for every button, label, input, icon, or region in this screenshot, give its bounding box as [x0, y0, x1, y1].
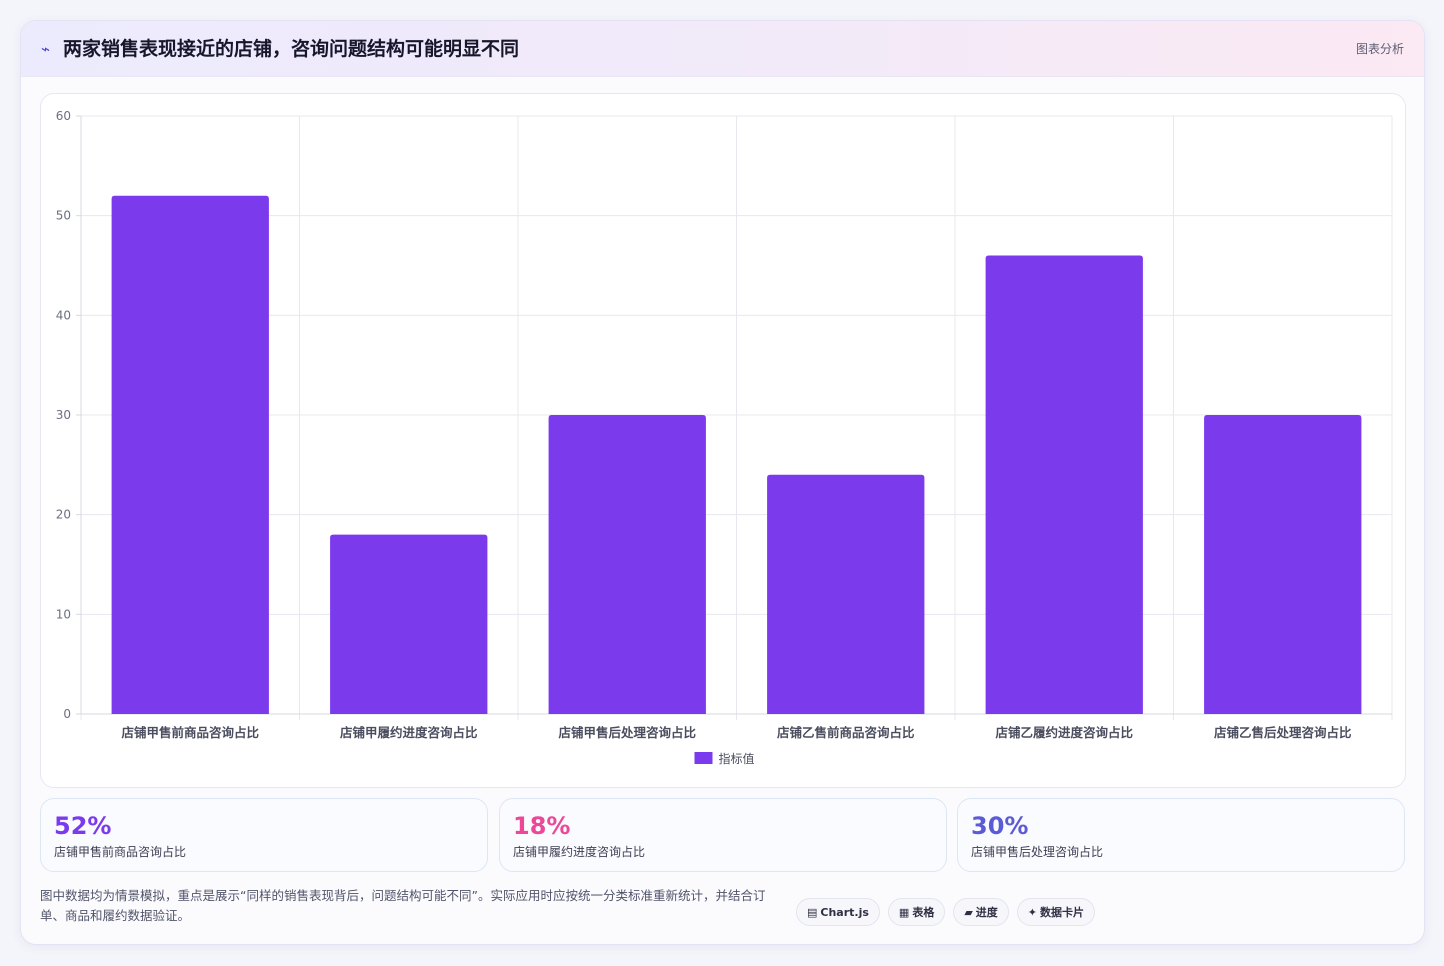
- chip-progress[interactable]: ▰ 进度: [953, 898, 1009, 926]
- y-tick-label: 50: [56, 209, 71, 223]
- y-tick-label: 10: [56, 607, 71, 621]
- stat-card-1: 52% 店铺甲售前商品咨询占比: [40, 798, 488, 872]
- y-tick-label: 30: [56, 408, 71, 422]
- chart-line-icon: ⌁: [41, 40, 51, 58]
- x-category-label: 店铺乙履约进度咨询占比: [995, 725, 1133, 740]
- x-category-label: 店铺乙售前商品咨询占比: [777, 725, 915, 740]
- chip-label: 数据卡片: [1040, 906, 1085, 919]
- y-tick-label: 20: [56, 508, 71, 522]
- chart-card: ⌁ 两家销售表现接近的店铺，咨询问题结构可能明显不同 图表分析 0 10 20 30 4…: [20, 20, 1425, 945]
- stat-value: 30%: [971, 812, 1029, 840]
- chart-icon: ▤: [807, 905, 818, 919]
- chip-label: 表格: [912, 906, 935, 919]
- y-tick-label: 60: [56, 109, 71, 123]
- bar[interactable]: [111, 195, 269, 714]
- stat-label: 店铺甲售后处理咨询占比: [971, 845, 1104, 859]
- chart-analysis-tag: 图表分析: [1355, 42, 1404, 56]
- x-category-label: 店铺甲售前商品咨询占比: [121, 725, 259, 740]
- stat-value: 52%: [54, 812, 112, 840]
- bar[interactable]: [330, 534, 488, 714]
- stat-card-3: 30% 店铺甲售后处理咨询占比: [957, 798, 1405, 872]
- footnote: 图中数据均为情景模拟，重点是展示“同样的销售表现背后，问题结构可能不同”。实际应…: [40, 888, 766, 923]
- page-title: 两家销售表现接近的店铺，咨询问题结构可能明显不同: [63, 38, 520, 60]
- y-tick-label: 40: [56, 308, 71, 322]
- chip-data-card[interactable]: ✦ 数据卡片: [1016, 898, 1096, 926]
- progress-icon: ▰: [964, 905, 973, 919]
- card-header: ⌁ 两家销售表现接近的店铺，咨询问题结构可能明显不同 图表分析: [21, 21, 1424, 77]
- bar-chart: 0 10 20 30 40 50 60 店铺甲售前商品咨询占比 店铺甲履约进度咨询占比 店铺甲售后…: [56, 109, 1393, 766]
- bar[interactable]: [767, 474, 925, 714]
- stat-label: 店铺甲履约进度咨询占比: [513, 845, 646, 859]
- chip-label: 进度: [975, 906, 998, 919]
- chip-table[interactable]: ▦ 表格: [887, 898, 946, 926]
- stat-label: 店铺甲售前商品咨询占比: [54, 845, 187, 859]
- feature-chips: ▤ Chart.js ▦ 表格 ▰ 进度 ✦ 数据卡片: [796, 898, 1096, 926]
- x-category-label: 店铺甲售后处理咨询占比: [558, 725, 696, 740]
- x-category-label: 店铺甲履约进度咨询占比: [340, 725, 478, 740]
- legend-swatch[interactable]: [694, 752, 713, 764]
- bar[interactable]: [548, 415, 706, 714]
- chip-chartjs[interactable]: ▤ Chart.js: [796, 898, 880, 926]
- chip-label: Chart.js: [820, 905, 869, 919]
- stat-value: 18%: [513, 812, 571, 840]
- x-category-label: 店铺乙售后处理咨询占比: [1214, 725, 1352, 740]
- sparkle-icon: ✦: [1027, 905, 1038, 919]
- bar[interactable]: [985, 255, 1143, 715]
- legend-label: 指标值: [719, 751, 755, 766]
- bar[interactable]: [1204, 415, 1362, 714]
- stat-card-2: 18% 店铺甲履约进度咨询占比: [499, 798, 947, 872]
- y-tick-label: 0: [63, 707, 71, 721]
- table-icon: ▦: [898, 905, 910, 919]
- chart-panel: 0 10 20 30 40 50 60 店铺甲售前商品咨询占比 店铺甲履约进度咨询占比 店铺甲售后…: [40, 93, 1406, 788]
